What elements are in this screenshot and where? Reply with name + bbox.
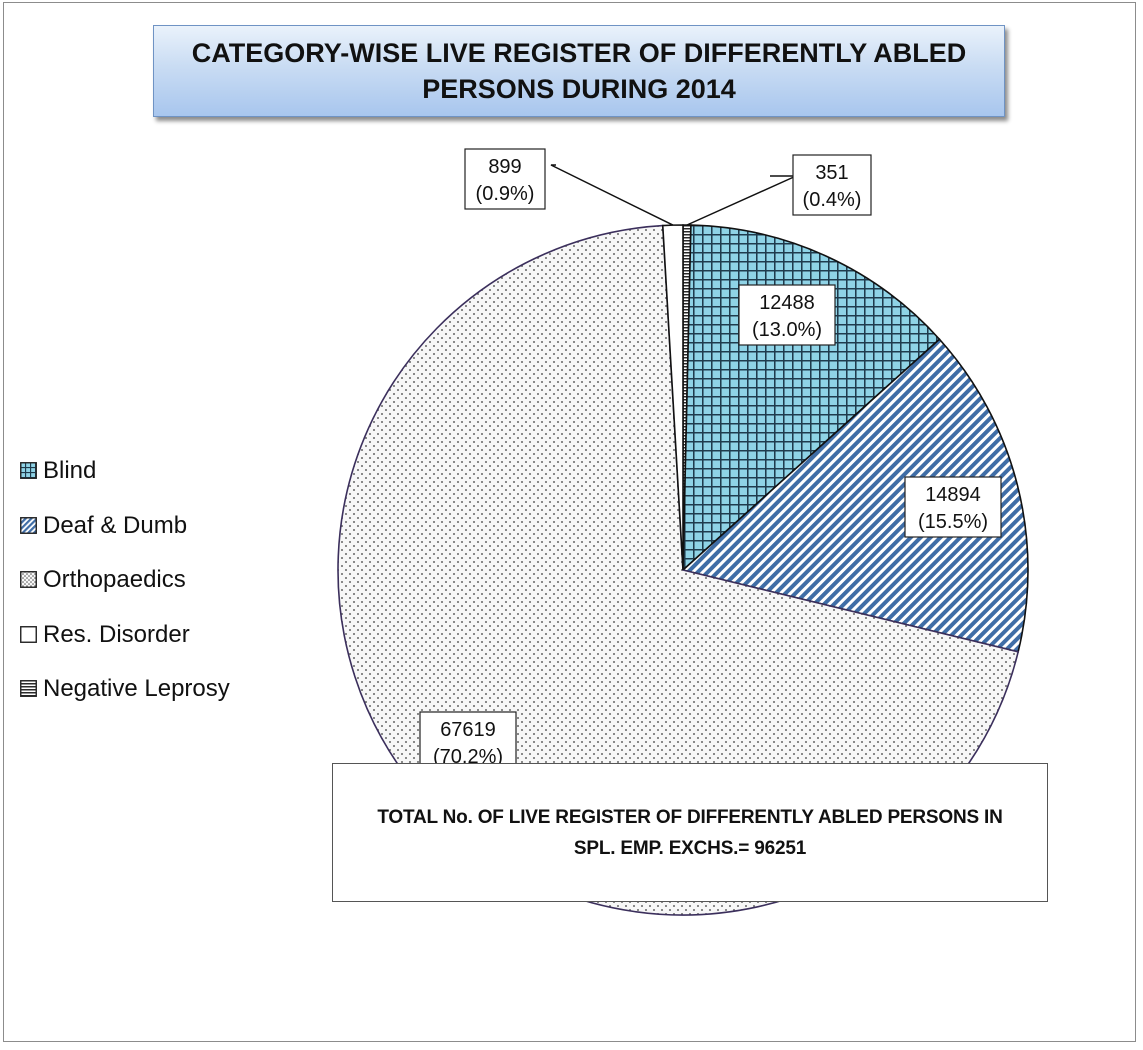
- leader-line-res-disorder: [550, 164, 674, 226]
- legend-swatch-blind: [20, 462, 37, 479]
- legend-item-orthopaedics: Orthopaedics: [20, 565, 230, 620]
- legend-label: Blind: [43, 457, 97, 484]
- data-label-orthopaedics: 67619 (70.2%): [419, 711, 517, 773]
- data-label-percent: (15.5%): [918, 511, 988, 533]
- data-label-value: 351: [815, 162, 848, 184]
- legend-item-blind: Blind: [20, 456, 230, 511]
- data-label-box: [464, 148, 546, 210]
- data-label-percent: (13.0%): [752, 319, 822, 341]
- data-label-box: [419, 711, 517, 773]
- legend-item-deaf-dumb: Deaf & Dumb: [20, 511, 230, 566]
- legend-label: Orthopaedics: [43, 566, 186, 593]
- data-label-negative-leprosy: 351 (0.4%): [792, 154, 872, 216]
- legend-swatch-orthopaedics: [20, 571, 37, 588]
- legend-label: Deaf & Dumb: [43, 511, 188, 539]
- data-label-box: [738, 284, 836, 346]
- leader-line-negative-leprosy: [686, 175, 797, 226]
- data-label-deaf-dumb: 14894 (15.5%): [904, 476, 1002, 538]
- legend-swatch-negative-leprosy: [20, 680, 37, 697]
- chart-legend: Blind Deaf & Dumb Orthopaedics Res. Disorde…: [20, 456, 230, 729]
- legend-label: Negative Leprosy: [43, 675, 230, 702]
- legend-swatch-res-disorder: [20, 625, 37, 643]
- data-label-box: [792, 154, 872, 216]
- data-label-value: 12488: [759, 292, 815, 314]
- data-label-res-disorder: 899 (0.9%): [464, 148, 546, 210]
- data-label-percent: (0.9%): [476, 183, 535, 205]
- legend-label: Res. Disorder: [43, 620, 190, 648]
- chart-title-box: CATEGORY-WISE LIVE REGISTER OF DIFFERENT…: [153, 25, 1005, 117]
- data-label-blind: 12488 (13.0%): [738, 284, 836, 346]
- legend-item-negative-leprosy: Negative Leprosy: [20, 674, 230, 729]
- data-label-value: 14894: [925, 484, 981, 506]
- legend-item-res-disorder: Res. Disorder: [20, 620, 230, 675]
- data-label-percent: (70.2%): [433, 746, 503, 768]
- data-label-value: 67619: [440, 719, 496, 741]
- data-label-percent: (0.4%): [803, 189, 862, 211]
- pie-slice-deaf-dumb: [681, 338, 1029, 653]
- total-note: TOTAL No. OF LIVE REGISTER OF DIFFERENTL…: [377, 806, 1003, 859]
- legend-swatch-deaf-dumb: [20, 516, 37, 534]
- data-label-box: [904, 476, 1002, 538]
- data-label-value: 899: [488, 156, 521, 178]
- chart-title: CATEGORY-WISE LIVE REGISTER OF DIFFERENT…: [191, 38, 967, 104]
- total-note-box: TOTAL No. OF LIVE REGISTER OF DIFFERENTL…: [332, 763, 1048, 902]
